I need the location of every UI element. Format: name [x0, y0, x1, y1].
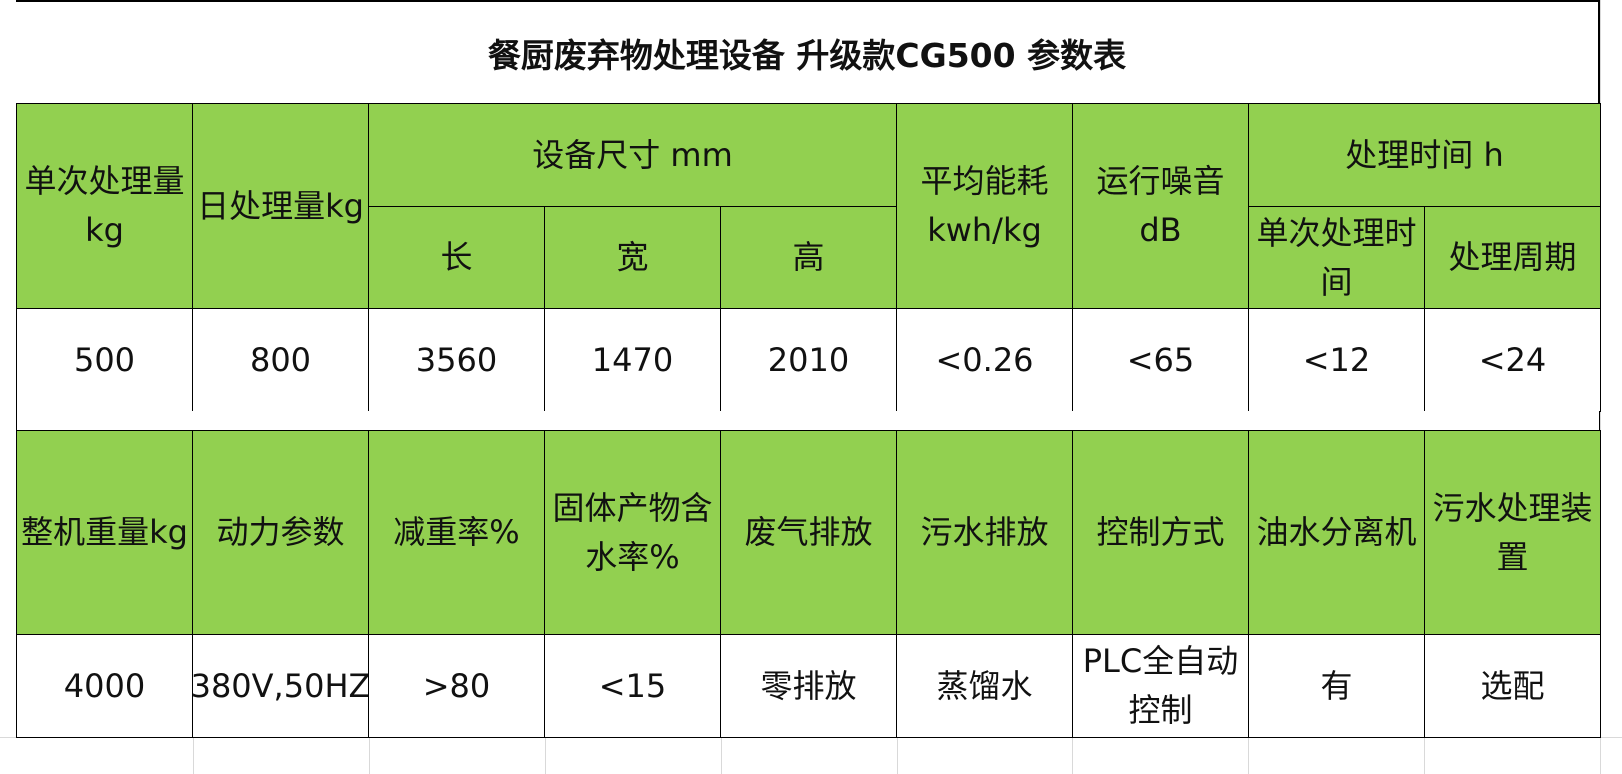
value-energy[interactable]: <0.26 [896, 308, 1073, 412]
value-length[interactable]: 3560 [368, 308, 545, 412]
gridline [897, 737, 898, 774]
gridline [721, 737, 722, 774]
page-title: 餐厨废弃物处理设备 升级款CG500 参数表 [488, 29, 1126, 77]
header-sewage[interactable]: 污水排放 [896, 430, 1073, 635]
table-title: 餐厨废弃物处理设备 升级款CG500 参数表 [16, 0, 1600, 103]
value-exhaust[interactable]: 零排放 [720, 634, 897, 738]
header-control[interactable]: 控制方式 [1072, 430, 1249, 635]
header-single-capacity[interactable]: 单次处理量kg [16, 103, 193, 309]
header-sewage-device[interactable]: 污水处理装置 [1424, 430, 1601, 635]
header-single-time[interactable]: 单次处理时间 [1248, 206, 1425, 309]
header-exhaust[interactable]: 废气排放 [720, 430, 897, 635]
header-weight[interactable]: 整机重量kg [16, 430, 193, 635]
gridline [545, 737, 546, 774]
header-moisture[interactable]: 固体产物含水率% [544, 430, 721, 635]
value-single-time[interactable]: <12 [1248, 308, 1425, 412]
header-dimensions[interactable]: 设备尺寸 mm [368, 103, 897, 207]
header-length[interactable]: 长 [368, 206, 545, 309]
gridline [369, 737, 370, 774]
value-moisture[interactable]: <15 [544, 634, 721, 738]
gridline [1424, 737, 1425, 774]
header-power[interactable]: 动力参数 [192, 430, 369, 635]
header-reduction[interactable]: 减重率% [368, 430, 545, 635]
value-oil-separator[interactable]: 有 [1248, 634, 1425, 738]
value-height[interactable]: 2010 [720, 308, 897, 412]
gridline [193, 737, 194, 774]
header-height[interactable]: 高 [720, 206, 897, 309]
value-weight[interactable]: 4000 [16, 634, 193, 738]
header-width[interactable]: 宽 [544, 206, 721, 309]
value-daily-capacity[interactable]: 800 [192, 308, 369, 412]
header-noise[interactable]: 运行噪音dB [1072, 103, 1249, 309]
header-daily-capacity[interactable]: 日处理量kg [192, 103, 369, 309]
value-reduction[interactable]: >80 [368, 634, 545, 738]
value-single-capacity[interactable]: 500 [16, 308, 193, 412]
value-sewage[interactable]: 蒸馏水 [896, 634, 1073, 738]
gridline [1248, 737, 1249, 774]
value-control[interactable]: PLC全自动控制 [1072, 634, 1249, 738]
header-energy[interactable]: 平均能耗kwh/kg [896, 103, 1073, 309]
header-cycle[interactable]: 处理周期 [1424, 206, 1601, 309]
value-power[interactable]: 380V,50HZ [192, 634, 369, 738]
spacer-row [16, 411, 1600, 431]
value-width[interactable]: 1470 [544, 308, 721, 412]
value-cycle[interactable]: <24 [1424, 308, 1601, 412]
value-sewage-device[interactable]: 选配 [1424, 634, 1601, 738]
header-oil-separator[interactable]: 油水分离机 [1248, 430, 1425, 635]
value-noise[interactable]: <65 [1072, 308, 1249, 412]
gridline [1072, 737, 1073, 774]
header-process-time[interactable]: 处理时间 h [1248, 103, 1601, 207]
